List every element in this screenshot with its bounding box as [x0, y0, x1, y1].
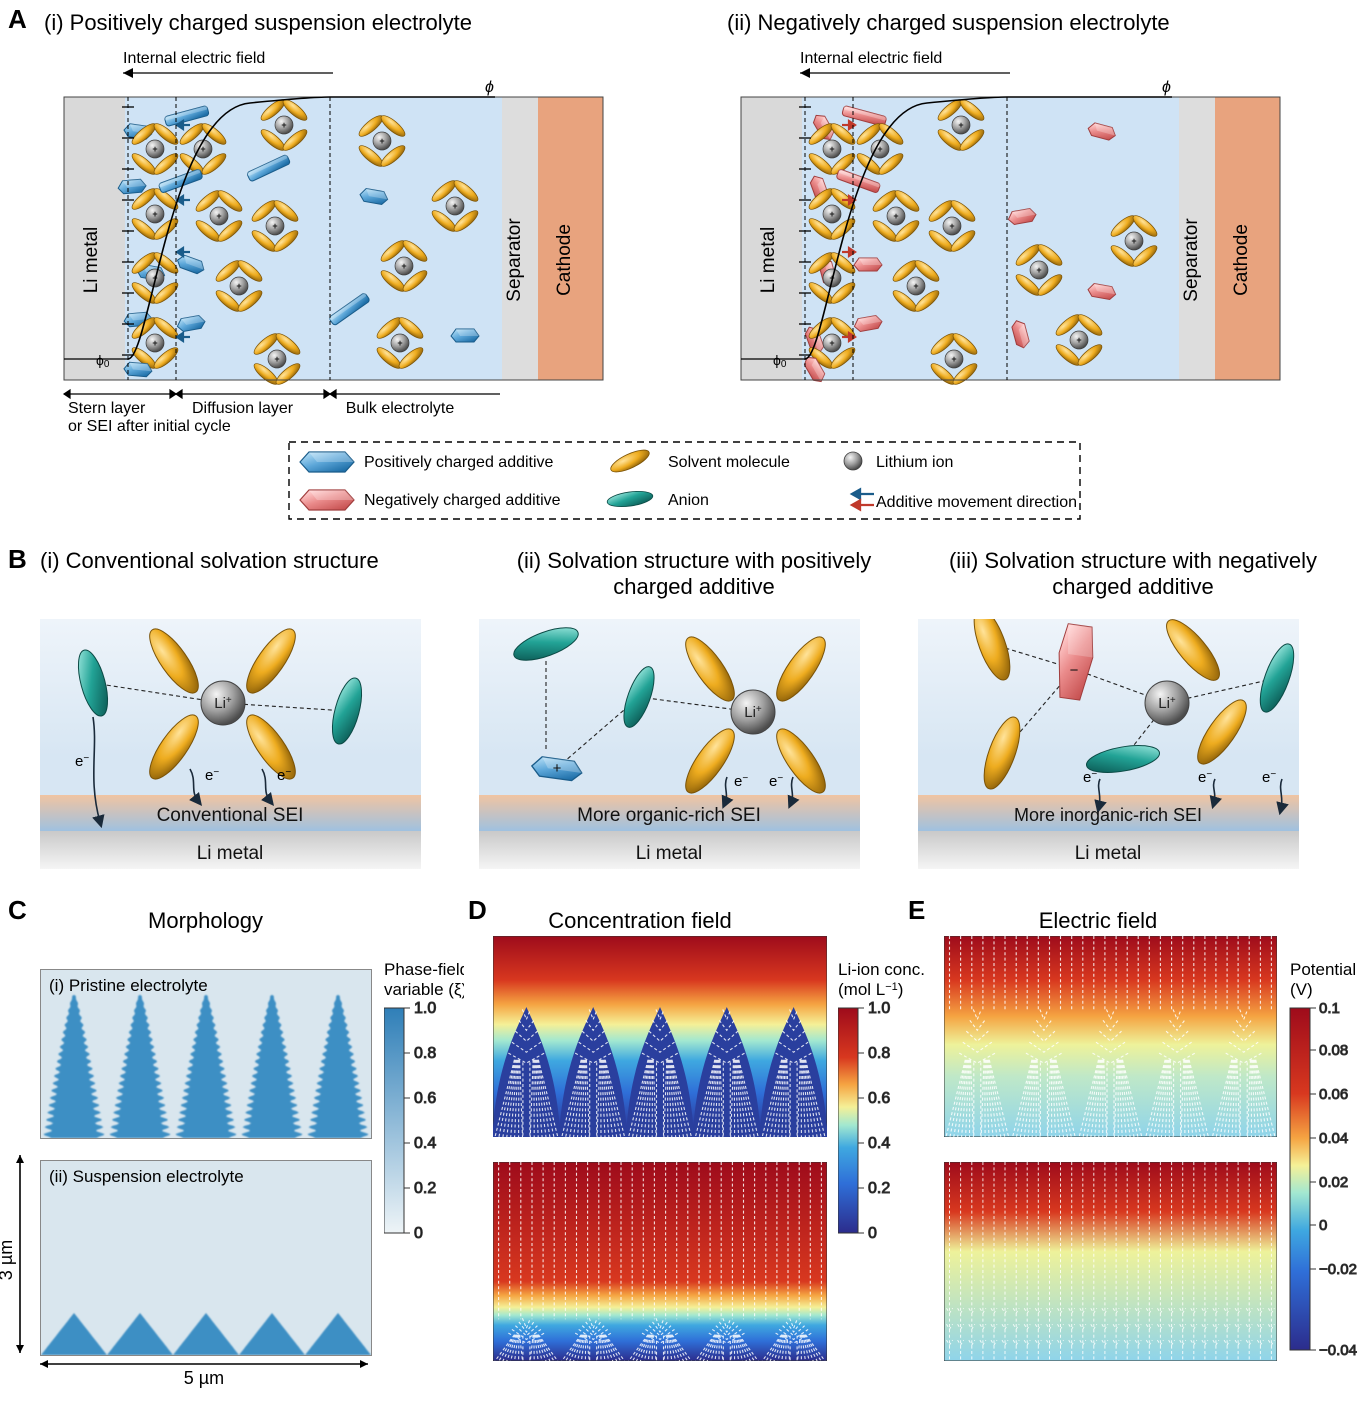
svg-text:Conventional SEI: Conventional SEI: [157, 805, 304, 826]
svg-text:variable (ξ): variable (ξ): [384, 980, 464, 999]
svg-text:Cathode: Cathode: [1231, 224, 1252, 296]
svg-text:0: 0: [868, 1225, 877, 1242]
svg-text:3 µm: 3 µm: [0, 1240, 16, 1280]
svg-text:Internal electric field: Internal electric field: [800, 50, 942, 67]
svg-text:0.02: 0.02: [1319, 1174, 1348, 1191]
svg-text:More organic-rich SEI: More organic-rich SEI: [577, 805, 761, 826]
svg-text:1.0: 1.0: [868, 1000, 890, 1017]
svg-text:0.4: 0.4: [414, 1135, 436, 1152]
svg-text:0: 0: [1319, 1217, 1327, 1234]
svg-text:0.6: 0.6: [868, 1090, 890, 1107]
svg-text:Li metal: Li metal: [758, 227, 779, 294]
svg-text:0.4: 0.4: [868, 1135, 890, 1152]
svg-text:0.08: 0.08: [1319, 1042, 1348, 1059]
svg-text:(V): (V): [1290, 980, 1313, 999]
svg-text:Phase-field: Phase-field: [384, 960, 464, 979]
svg-text:Additive movement direction: Additive movement direction: [876, 494, 1077, 511]
svg-text:e−: e−: [1083, 769, 1097, 786]
svg-text:(mol L−1): (mol L−1): [838, 980, 903, 999]
svg-text:0.2: 0.2: [868, 1180, 890, 1197]
svg-text:0.2: 0.2: [414, 1180, 436, 1197]
svg-text:0.8: 0.8: [868, 1045, 890, 1062]
svg-text:Lithium ion: Lithium ion: [876, 454, 953, 471]
svg-text:e−: e−: [75, 753, 89, 770]
svg-text:e−: e−: [1198, 769, 1212, 786]
svg-text:−0.04: −0.04: [1319, 1342, 1357, 1359]
svg-text:1.0: 1.0: [414, 1000, 436, 1017]
svg-text:e−: e−: [1262, 769, 1276, 786]
svg-text:Potential: Potential: [1290, 960, 1356, 979]
svg-text:0.1: 0.1: [1319, 1000, 1340, 1017]
svg-text:−: −: [1070, 662, 1079, 679]
svg-text:Separator: Separator: [1181, 218, 1202, 302]
svg-text:Li-ion conc.: Li-ion conc.: [838, 960, 925, 979]
svg-text:+: +: [553, 760, 562, 777]
svg-text:−0.02: −0.02: [1319, 1261, 1357, 1278]
svg-text:e−: e−: [769, 773, 783, 790]
svg-text:e−: e−: [734, 773, 748, 790]
svg-text:Positively charged additive: Positively charged additive: [364, 454, 554, 471]
svg-text:Li metal: Li metal: [1075, 843, 1142, 864]
svg-text:Negatively charged additive: Negatively charged additive: [364, 492, 561, 509]
svg-text:More inorganic-rich SEI: More inorganic-rich SEI: [1014, 805, 1202, 825]
svg-text:Li metal: Li metal: [197, 843, 264, 864]
svg-text:0: 0: [414, 1225, 423, 1242]
svg-text:ϕ: ϕ: [1162, 79, 1171, 96]
svg-text:0.6: 0.6: [414, 1090, 436, 1107]
svg-text:Anion: Anion: [668, 492, 709, 509]
svg-text:Li metal: Li metal: [636, 843, 703, 864]
svg-text:e−: e−: [277, 767, 291, 784]
svg-text:5 µm: 5 µm: [184, 1368, 224, 1388]
svg-text:0.04: 0.04: [1319, 1130, 1348, 1147]
svg-text:Solvent molecule: Solvent molecule: [668, 454, 790, 471]
svg-text:0.06: 0.06: [1319, 1086, 1348, 1103]
svg-text:0.8: 0.8: [414, 1045, 436, 1062]
svg-text:e−: e−: [205, 767, 219, 784]
